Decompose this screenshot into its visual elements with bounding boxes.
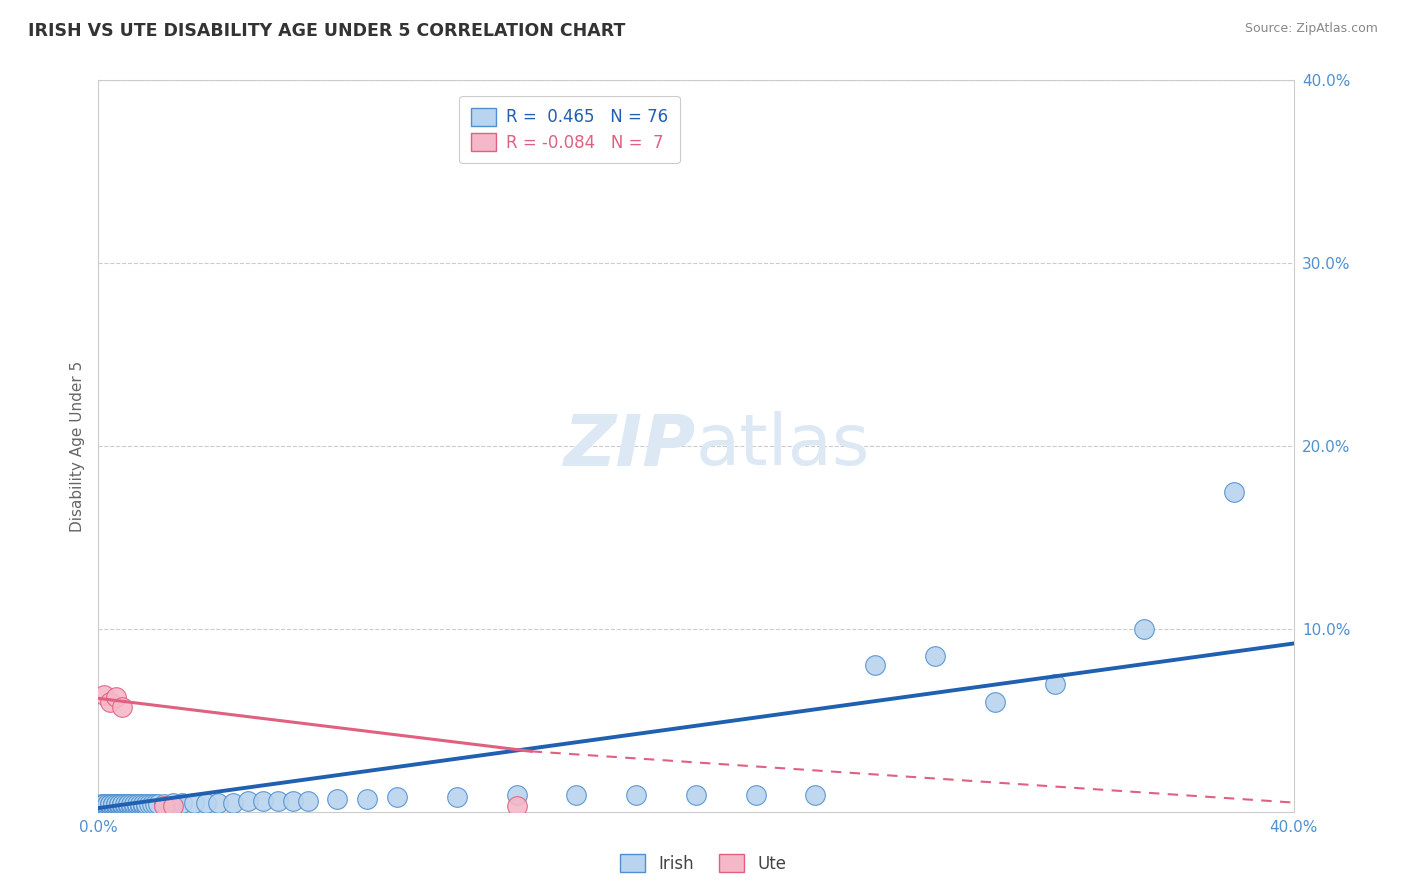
Point <box>356 792 378 806</box>
Point <box>984 695 1007 709</box>
Point <box>120 799 142 814</box>
Point <box>297 794 319 808</box>
Point <box>924 649 946 664</box>
Point <box>135 799 157 814</box>
Point <box>162 796 184 810</box>
Point <box>153 799 176 814</box>
Point <box>93 688 115 702</box>
Point <box>135 797 157 812</box>
Point <box>127 799 149 814</box>
Point <box>108 799 131 814</box>
Point <box>143 797 166 812</box>
Point <box>90 799 112 814</box>
Point <box>138 797 160 812</box>
Point <box>93 797 115 812</box>
Point <box>103 797 125 812</box>
Point <box>127 797 149 812</box>
Point <box>236 794 259 808</box>
Point <box>117 797 139 812</box>
Point <box>129 799 152 814</box>
Legend: R =  0.465   N = 76, R = -0.084   N =  7: R = 0.465 N = 76, R = -0.084 N = 7 <box>460 96 679 163</box>
Point <box>222 796 245 810</box>
Point <box>446 790 468 805</box>
Point <box>1223 484 1246 499</box>
Point <box>281 794 304 808</box>
Point <box>93 799 115 814</box>
Point <box>506 789 529 803</box>
Point <box>103 799 125 814</box>
Point <box>98 799 122 814</box>
Point <box>172 796 194 810</box>
Point <box>565 789 588 803</box>
Point <box>90 799 112 814</box>
Point <box>108 797 131 812</box>
Point <box>207 796 229 810</box>
Point <box>124 799 146 814</box>
Text: Source: ZipAtlas.com: Source: ZipAtlas.com <box>1244 22 1378 36</box>
Point <box>1043 676 1066 690</box>
Point <box>132 797 155 812</box>
Point <box>117 799 139 814</box>
Point <box>96 799 118 814</box>
Point <box>141 797 163 812</box>
Point <box>865 658 887 673</box>
Point <box>93 797 115 812</box>
Point <box>506 799 529 814</box>
Point <box>385 790 409 805</box>
Point <box>685 789 707 803</box>
Point <box>105 799 128 814</box>
Text: IRISH VS UTE DISABILITY AGE UNDER 5 CORRELATION CHART: IRISH VS UTE DISABILITY AGE UNDER 5 CORR… <box>28 22 626 40</box>
Point <box>105 797 128 812</box>
Legend: Irish, Ute: Irish, Ute <box>613 847 793 880</box>
Point <box>129 797 152 812</box>
Text: atlas: atlas <box>696 411 870 481</box>
Point <box>252 794 274 808</box>
Y-axis label: Disability Age Under 5: Disability Age Under 5 <box>69 360 84 532</box>
Point <box>96 797 118 812</box>
Point <box>162 799 184 814</box>
Point <box>103 797 125 812</box>
Point <box>326 792 349 806</box>
Point <box>111 700 134 714</box>
Point <box>98 799 122 814</box>
Point <box>90 799 112 814</box>
Point <box>626 789 648 803</box>
Point <box>96 799 118 814</box>
Point <box>111 797 134 812</box>
Point <box>114 799 136 814</box>
Point <box>108 797 131 812</box>
Text: ZIP: ZIP <box>564 411 696 481</box>
Point <box>105 797 128 812</box>
Point <box>93 799 115 814</box>
Point <box>153 797 176 812</box>
Point <box>111 797 134 812</box>
Point <box>132 799 155 814</box>
Point <box>124 797 146 812</box>
Point <box>195 796 218 810</box>
Point <box>267 794 290 808</box>
Point <box>117 797 139 812</box>
Point <box>105 690 128 704</box>
Point <box>804 789 827 803</box>
Point <box>98 797 122 812</box>
Point <box>98 695 122 709</box>
Point <box>148 797 170 812</box>
Point <box>745 789 768 803</box>
Point <box>1133 622 1156 636</box>
Point <box>111 799 134 814</box>
Point <box>90 797 112 812</box>
Point <box>114 797 136 812</box>
Point <box>183 796 205 810</box>
Point <box>98 797 122 812</box>
Point <box>120 797 142 812</box>
